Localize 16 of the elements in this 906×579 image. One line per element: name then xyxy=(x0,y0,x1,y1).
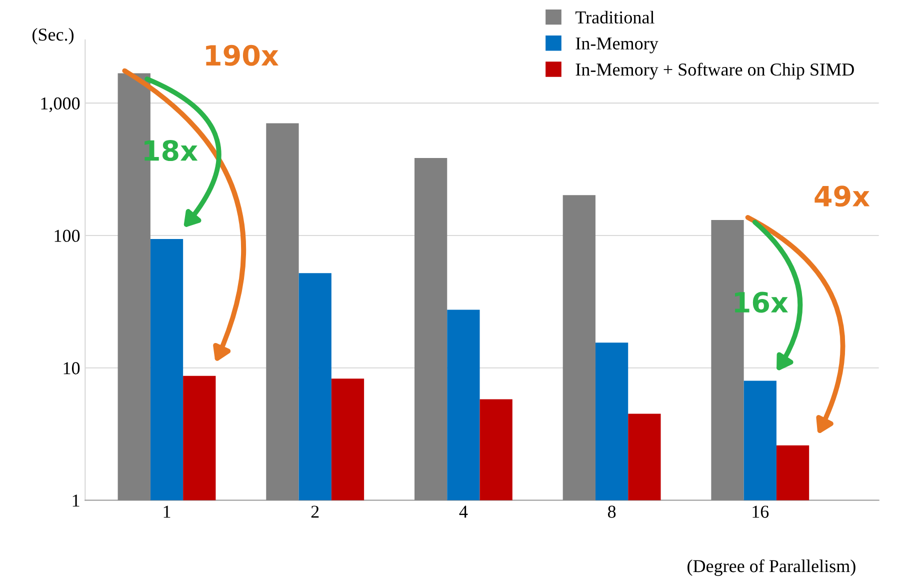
y-tick-label: 100 xyxy=(54,230,80,242)
y-axis-title: (Sec.) xyxy=(32,28,74,44)
x-tick-label: 2 xyxy=(311,506,319,518)
annotation: 190x xyxy=(206,44,278,66)
legend-label: In-Memory xyxy=(576,38,658,54)
y-tick-label: 1 xyxy=(72,494,80,507)
annotation: 49x xyxy=(814,186,870,207)
x-tick-label: 4 xyxy=(459,506,468,518)
x-axis-title: (Degree of Parallelism) xyxy=(688,559,856,576)
legend-label: Traditional xyxy=(575,10,654,24)
y-tick-label: 1,000 xyxy=(41,97,80,112)
x-tick-label: 16 xyxy=(752,506,769,518)
y-tick-label: 10 xyxy=(64,362,80,374)
legend-label: In-Memory + Software on Chip SIMD xyxy=(576,62,854,80)
x-tick-label: 1 xyxy=(164,506,170,518)
x-tick-label: 8 xyxy=(608,506,616,518)
